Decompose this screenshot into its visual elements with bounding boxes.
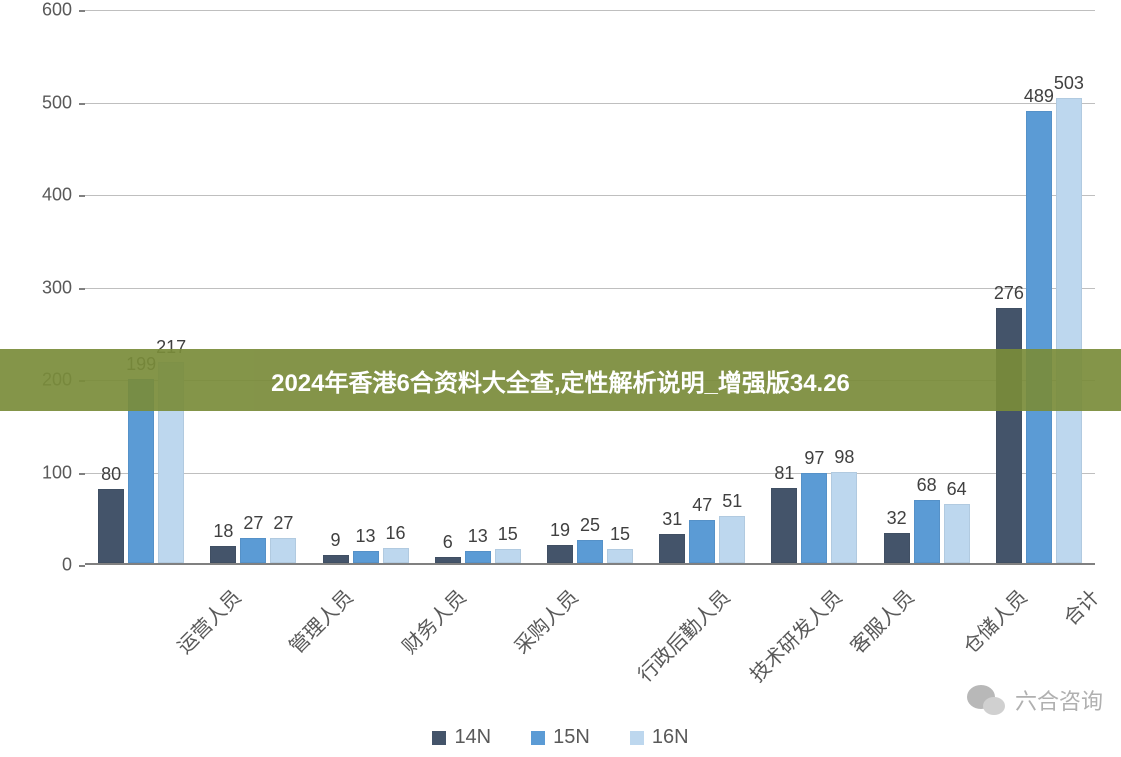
overlay-text: 2024年香港6合资料大全查,定性解析说明_增强版34.26 (271, 363, 850, 398)
bar (465, 551, 491, 563)
bar (996, 308, 1022, 563)
bar (210, 546, 236, 563)
bar-value-label: 51 (722, 491, 742, 512)
y-tick-mark (79, 10, 85, 12)
legend: 14N 15N 16N (0, 726, 1121, 749)
x-category-label: 客服人员 (843, 582, 920, 659)
bar (98, 489, 124, 563)
bar (689, 520, 715, 563)
bar-value-label: 489 (1024, 86, 1054, 107)
bar-value-label: 32 (887, 508, 907, 529)
watermark-text: 六合咨询 (1015, 684, 1103, 716)
bar (1056, 98, 1082, 563)
legend-label-16n: 16N (652, 726, 689, 749)
bar (435, 557, 461, 563)
bar (719, 516, 745, 563)
bar-value-label: 27 (243, 513, 263, 534)
y-tick-mark (79, 288, 85, 290)
y-tick-mark (79, 565, 85, 567)
x-axis-labels: 运营人员管理人员财务人员采购人员行政后勤人员技术研发人员客服人员仓储人员合计 (85, 570, 1095, 710)
bar (495, 549, 521, 563)
y-tick-label: 0 (62, 555, 72, 576)
bar (771, 488, 797, 563)
bar-value-label: 68 (917, 475, 937, 496)
x-category-label: 运营人员 (170, 582, 247, 659)
watermark: 六合咨询 (967, 683, 1103, 717)
bar-value-label: 97 (804, 448, 824, 469)
bar (914, 500, 940, 563)
y-tick-label: 600 (42, 0, 72, 21)
bar-value-label: 6 (443, 532, 453, 553)
bar (240, 538, 266, 563)
bar-value-label: 31 (662, 509, 682, 530)
bar (659, 534, 685, 563)
bar-value-label: 19 (550, 520, 570, 541)
bar (831, 472, 857, 563)
overlay-banner: 2024年香港6合资料大全查,定性解析说明_增强版34.26 (0, 349, 1121, 411)
y-tick-label: 500 (42, 92, 72, 113)
y-tick-label: 300 (42, 277, 72, 298)
bar-value-label: 18 (213, 521, 233, 542)
gridline (85, 473, 1095, 474)
bar (577, 540, 603, 563)
bar-value-label: 80 (101, 464, 121, 485)
y-axis: 0100200300400500600 (30, 10, 80, 565)
wechat-icon (967, 683, 1005, 717)
bar-value-label: 13 (468, 526, 488, 547)
bar-value-label: 503 (1054, 73, 1084, 94)
y-tick-mark (79, 473, 85, 475)
legend-item-14n: 14N (432, 726, 491, 749)
x-category-label: 行政后勤人员 (630, 582, 735, 687)
bar-value-label: 64 (947, 479, 967, 500)
bar (383, 548, 409, 563)
bar (353, 551, 379, 563)
legend-swatch-16n (630, 731, 644, 745)
legend-item-16n: 16N (630, 726, 689, 749)
x-category-label: 技术研发人员 (742, 582, 847, 687)
bar (944, 504, 970, 563)
bar-value-label: 47 (692, 495, 712, 516)
legend-item-15n: 15N (531, 726, 590, 749)
gridline (85, 103, 1095, 104)
bar-value-label: 9 (331, 530, 341, 551)
legend-swatch-14n (432, 731, 446, 745)
legend-label-14n: 14N (454, 726, 491, 749)
legend-label-15n: 15N (553, 726, 590, 749)
y-tick-mark (79, 103, 85, 105)
x-category-label: 管理人员 (282, 582, 359, 659)
bar-value-label: 81 (774, 463, 794, 484)
x-category-label: 合计 (1056, 582, 1105, 631)
x-category-label: 仓储人员 (955, 582, 1032, 659)
bar (270, 538, 296, 563)
legend-swatch-15n (531, 731, 545, 745)
bar-value-label: 13 (356, 526, 376, 547)
bar (801, 473, 827, 563)
y-tick-label: 100 (42, 462, 72, 483)
bar (884, 533, 910, 563)
x-category-label: 采购人员 (506, 582, 583, 659)
bar-value-label: 15 (610, 524, 630, 545)
bar-value-label: 27 (273, 513, 293, 534)
bar (547, 545, 573, 563)
bar-value-label: 16 (386, 523, 406, 544)
bar (607, 549, 633, 563)
y-tick-label: 400 (42, 185, 72, 206)
gridline (85, 195, 1095, 196)
gridline (85, 10, 1095, 11)
x-category-label: 财务人员 (394, 582, 471, 659)
y-tick-mark (79, 195, 85, 197)
bar-value-label: 98 (834, 447, 854, 468)
bar-value-label: 276 (994, 283, 1024, 304)
bar-value-label: 15 (498, 524, 518, 545)
gridline (85, 288, 1095, 289)
plot-area: 8019921718272791316613151925153147518197… (85, 10, 1095, 565)
bar-value-label: 25 (580, 515, 600, 536)
bar (323, 555, 349, 563)
chart-container: 0100200300400500600 80199217182727913166… (30, 10, 1100, 600)
bar (1026, 111, 1052, 563)
